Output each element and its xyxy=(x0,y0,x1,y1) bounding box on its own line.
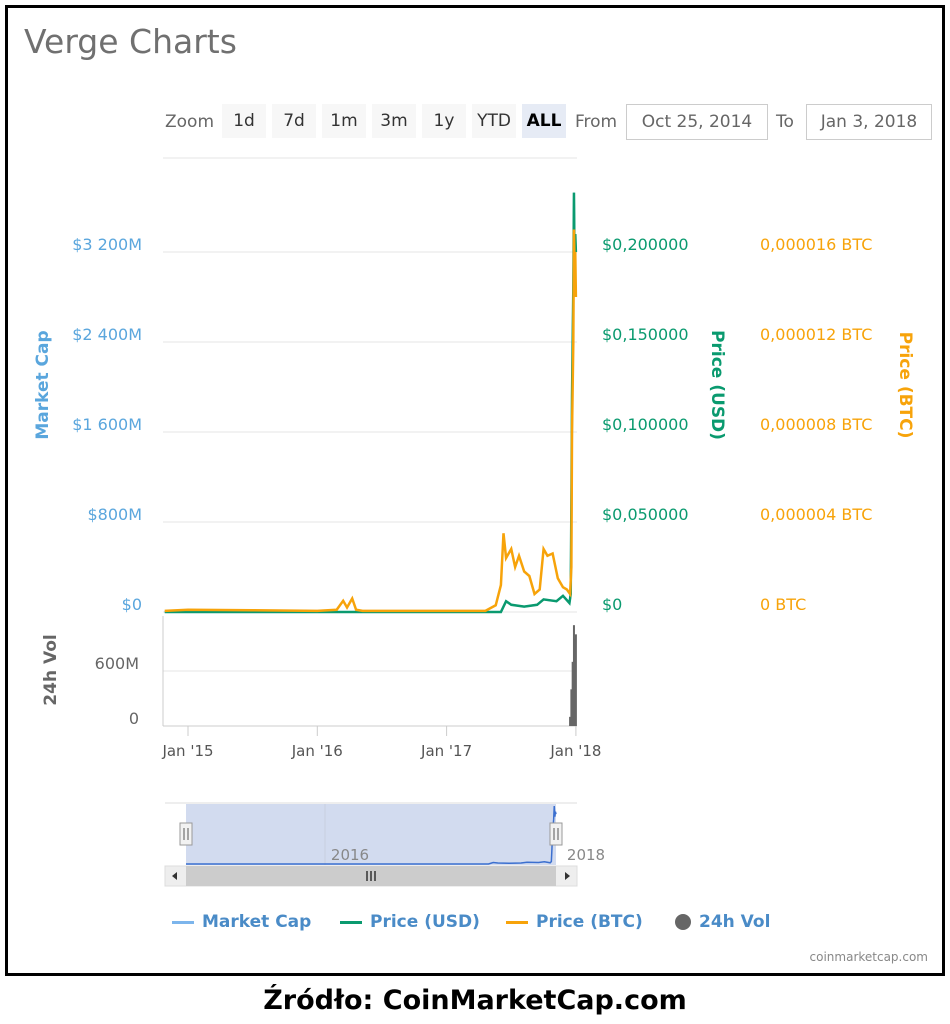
zoom-button-ytd[interactable]: YTD xyxy=(472,104,516,138)
series-line-price-btc xyxy=(164,229,578,613)
from-label: From xyxy=(575,112,618,132)
from-date-input[interactable]: Oct 25, 2014 xyxy=(626,104,768,140)
zoom-button-1m[interactable]: 1m xyxy=(322,104,366,138)
vol-bar xyxy=(574,634,577,726)
y-tick-usd: $0,100000 xyxy=(602,415,689,434)
to-label: To xyxy=(776,112,794,132)
legend-price-usd[interactable]: Price (USD) xyxy=(340,912,480,932)
x-tick-label: Jan '17 xyxy=(420,742,472,760)
y-tick-usd: $0,200000 xyxy=(602,235,689,254)
series-line-market-cap xyxy=(164,192,577,613)
navigator-label: 2016 xyxy=(331,846,369,864)
y-tick-btc: 0,000004 BTC xyxy=(760,505,872,524)
vol-bar xyxy=(569,716,572,726)
series-line-price-usd xyxy=(164,192,578,614)
y-axis-title-usd: Price (USD) xyxy=(707,330,727,440)
y-tick-usd: $0 xyxy=(602,595,622,614)
source-caption: Źródło: CoinMarketCap.com xyxy=(263,985,687,1016)
navigator-selection xyxy=(186,804,556,865)
y-tick-vol: 600M xyxy=(95,654,139,673)
y-tick-usd: $0,150000 xyxy=(602,325,689,344)
legend-label: Price (USD) xyxy=(370,912,480,932)
vol-bar xyxy=(572,625,575,726)
legend-label: Price (BTC) xyxy=(536,912,643,932)
legend-swatch xyxy=(506,920,528,924)
y-axis-title-vol: 24h Vol xyxy=(41,634,61,705)
y-tick-usd: $0,050000 xyxy=(602,505,689,524)
to-date-input[interactable]: Jan 3, 2018 xyxy=(806,104,932,140)
navigator-label: 2018 xyxy=(567,846,605,864)
legend-swatch xyxy=(675,914,691,930)
navigator-handle[interactable] xyxy=(549,822,563,846)
y-tick-btc: 0 BTC xyxy=(760,595,806,614)
zoom-button-3m[interactable]: 3m xyxy=(372,104,416,138)
navigator-handle[interactable] xyxy=(179,822,193,846)
y-tick-vol: 0 xyxy=(129,709,139,728)
zoom-button-1y[interactable]: 1y xyxy=(422,104,466,138)
vol-bar xyxy=(571,661,574,726)
chart-title: Verge Charts xyxy=(24,22,237,61)
x-tick-label: Jan '18 xyxy=(549,742,601,760)
scroll-left-arrow-icon[interactable] xyxy=(172,872,177,880)
credit-link[interactable]: coinmarketcap.com xyxy=(809,950,928,964)
x-tick-label: Jan '16 xyxy=(291,742,343,760)
scroll-right-arrow-icon[interactable] xyxy=(565,872,570,880)
y-tick-market-cap: $800M xyxy=(87,505,142,524)
y-tick-btc: 0,000012 BTC xyxy=(760,325,872,344)
vol-bar xyxy=(570,689,573,726)
y-axis-title-btc: Price (BTC) xyxy=(895,332,915,439)
legend-label: Market Cap xyxy=(202,912,312,932)
legend-24h-vol[interactable]: 24h Vol xyxy=(675,912,770,932)
legend-label: 24h Vol xyxy=(699,912,771,932)
zoom-button-7d[interactable]: 7d xyxy=(272,104,316,138)
y-tick-market-cap: $1 600M xyxy=(72,415,142,434)
navigator-series xyxy=(186,805,557,865)
y-tick-market-cap: $0 xyxy=(122,595,142,614)
y-tick-btc: 0,000008 BTC xyxy=(760,415,872,434)
legend-swatch xyxy=(340,920,362,924)
zoom-label: Zoom xyxy=(165,112,215,132)
legend-price-btc[interactable]: Price (BTC) xyxy=(506,912,643,932)
y-tick-market-cap: $3 200M xyxy=(72,235,142,254)
x-tick-label: Jan '15 xyxy=(161,742,213,760)
chart-frame xyxy=(5,5,945,976)
y-tick-btc: 0,000016 BTC xyxy=(760,235,872,254)
y-tick-market-cap: $2 400M xyxy=(72,325,142,344)
legend-market-cap[interactable]: Market Cap xyxy=(172,912,311,932)
y-axis-title-market-cap: Market Cap xyxy=(33,330,53,439)
zoom-button-1d[interactable]: 1d xyxy=(222,104,266,138)
zoom-button-all[interactable]: ALL xyxy=(522,104,566,138)
legend-swatch xyxy=(172,920,194,924)
